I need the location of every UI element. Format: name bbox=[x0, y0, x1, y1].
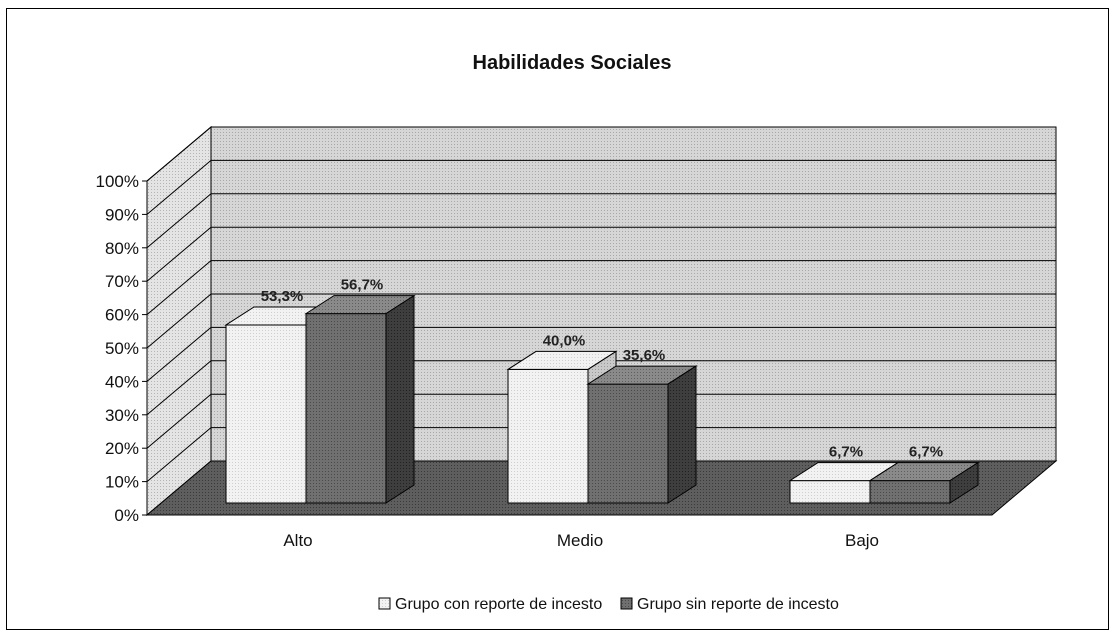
gridline bbox=[146, 393, 1056, 449]
y-tick-label: 40% bbox=[105, 372, 139, 391]
x-category-label: Bajo bbox=[845, 531, 879, 550]
gridlines bbox=[146, 126, 1056, 482]
data-label: 35,6% bbox=[623, 347, 666, 364]
bar-front bbox=[869, 480, 951, 504]
bars bbox=[224, 294, 980, 504]
y-tick-label: 80% bbox=[105, 239, 139, 258]
gridline bbox=[146, 159, 1056, 215]
y-tick-label: 0% bbox=[114, 506, 139, 525]
gridline bbox=[146, 326, 1056, 382]
y-tick-label: 90% bbox=[105, 205, 139, 224]
y-tick-label: 50% bbox=[105, 339, 139, 358]
gridline bbox=[146, 360, 1056, 416]
bar bbox=[304, 294, 416, 504]
y-tick-label: 60% bbox=[105, 306, 139, 325]
bar bbox=[868, 461, 980, 504]
legend-swatch-0 bbox=[378, 597, 391, 610]
bar-front bbox=[507, 368, 589, 504]
y-axis: 0% 10% 20% 30% 40% 50% 60% 70% 80% 90% 100% bbox=[96, 172, 148, 525]
y-tick-label: 100% bbox=[96, 172, 139, 191]
data-label: 53,3% bbox=[261, 288, 304, 305]
bar-front bbox=[587, 383, 669, 504]
legend: Grupo con reporte de incesto Grupo sin r… bbox=[378, 596, 839, 613]
bar-front bbox=[789, 480, 871, 504]
y-tick-label: 30% bbox=[105, 406, 139, 425]
legend-swatch-1 bbox=[620, 597, 633, 610]
chart-frame: Habilidades Sociales 0% 10% 20% 30% 40% 50% 60… bbox=[6, 8, 1109, 630]
bar-side bbox=[667, 365, 697, 504]
y-tick-label: 70% bbox=[105, 272, 139, 291]
gridline bbox=[146, 260, 1056, 315]
chart-svg: Habilidades Sociales 0% 10% 20% 30% 40% 50% 60… bbox=[96, 52, 1058, 613]
bar-front bbox=[305, 313, 387, 504]
bar-side bbox=[385, 294, 415, 504]
legend-label-1: Grupo sin reporte de incesto bbox=[637, 596, 839, 613]
data-label: 6,7% bbox=[829, 444, 863, 461]
legend-item-1: Grupo sin reporte de incesto bbox=[620, 596, 839, 613]
chart-title: Habilidades Sociales bbox=[473, 52, 672, 74]
y-tick-label: 20% bbox=[105, 439, 139, 458]
y-tick-label: 10% bbox=[105, 473, 139, 492]
gridline bbox=[146, 226, 1056, 282]
gridline bbox=[146, 126, 1056, 182]
x-category-label: Medio bbox=[557, 531, 603, 550]
data-labels: 53,3% 56,7% 40,0% 35,6% 6,7% 6,7% bbox=[261, 277, 943, 461]
gridline bbox=[146, 193, 1056, 249]
bar-front bbox=[225, 324, 307, 504]
data-label: 40,0% bbox=[543, 332, 586, 349]
gridline bbox=[146, 293, 1056, 349]
data-label: 6,7% bbox=[909, 444, 943, 461]
bar-side bbox=[949, 461, 979, 504]
legend-label-0: Grupo con reporte de incesto bbox=[395, 596, 602, 613]
bar bbox=[586, 365, 698, 504]
x-axis: Alto Medio Bajo bbox=[283, 531, 879, 550]
gridline bbox=[146, 427, 1056, 482]
x-category-label: Alto bbox=[283, 531, 312, 550]
data-label: 56,7% bbox=[341, 277, 384, 294]
legend-item-0: Grupo con reporte de incesto bbox=[378, 596, 602, 613]
